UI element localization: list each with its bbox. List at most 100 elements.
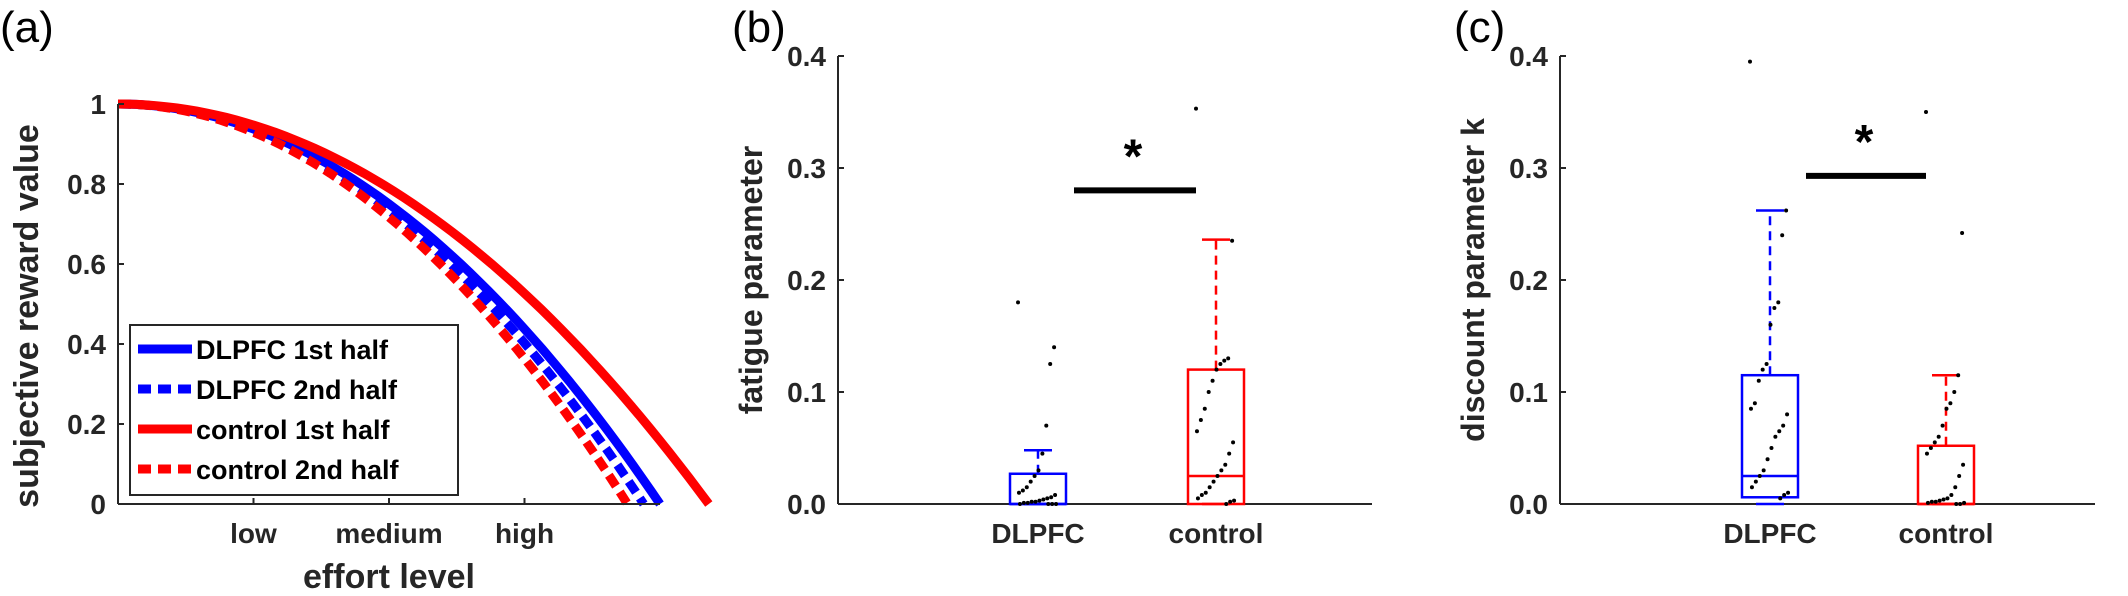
data-point [1760,367,1765,372]
y-tick-label: 0.6 [67,249,106,280]
data-point [1020,488,1025,493]
data-point [1956,373,1961,378]
x-tick-label: DLPFC [991,518,1084,549]
data-point [1021,500,1026,505]
series-line [117,99,632,507]
y-tick-label: 0.0 [787,489,826,520]
data-point [1194,429,1199,434]
data-point [1211,479,1216,484]
data-point [1954,502,1959,506]
data-point [1041,497,1046,502]
data-point [1050,502,1055,506]
data-point [1752,401,1757,406]
data-point [1781,423,1786,428]
data-point [1029,499,1034,504]
panel-label: (b) [732,3,786,52]
data-point [1232,498,1237,503]
data-point [1222,358,1227,363]
data-point [1054,502,1059,506]
data-point [1215,474,1220,478]
x-tick-label: control [1899,518,1994,549]
significance-star: * [1124,130,1143,183]
y-tick-label: 0.2 [1509,265,1548,296]
data-point [1949,493,1954,498]
legend-label: control 2nd half [196,455,400,485]
panel-b: (b) 0.0 0.1 0.2 0.3 0.4 fatigue parameter DLPFC… [732,3,1372,549]
data-point [1756,378,1761,383]
data-point [1016,490,1021,495]
data-point [1929,499,1934,504]
data-point [1773,434,1778,439]
y-tick-label: 0.4 [67,329,106,360]
y-tick-label: 0.1 [1509,377,1548,408]
data-point [1199,493,1204,498]
data-point [1203,490,1208,495]
data-point [1195,496,1200,501]
data-point [1769,446,1774,450]
data-point [1777,429,1782,434]
x-tick-label: medium [335,518,442,549]
data-point [1957,474,1962,478]
data-point [1782,493,1787,498]
data-point [1016,300,1020,305]
data-point [1764,362,1769,366]
data-point [1953,485,1958,490]
panel-c: (c) 0.0 0.1 0.2 0.3 0.4 discount parameter k DL… [1454,3,2095,549]
data-point [1037,498,1042,503]
data-point [1040,451,1045,456]
data-point [1032,474,1037,478]
data-point [1932,440,1937,445]
data-point [1223,462,1228,467]
data-point [1944,406,1949,411]
x-tick-label: high [495,518,554,549]
y-tick-label: 0.0 [1509,489,1548,520]
data-point [1206,390,1211,394]
panel-label: (a) [0,3,54,52]
y-axis-label: fatigue parameter [733,146,769,415]
data-point [1749,485,1754,490]
data-point [1194,106,1198,111]
data-point [1941,497,1946,502]
data-point [1962,500,1967,505]
y-tick-label: 0.3 [787,153,826,184]
data-point [1928,446,1933,450]
data-point [1053,493,1058,498]
data-point [1945,496,1950,501]
data-point [1224,502,1229,506]
data-point [1785,412,1790,417]
data-point [1198,418,1203,422]
data-point [1924,110,1928,114]
significance-star: * [1855,116,1874,169]
box [1740,373,1800,499]
y-tick-label: 0.4 [1509,41,1548,72]
data-point [1218,362,1223,366]
data-point [1048,362,1053,366]
data-point [1937,498,1942,503]
box [1186,368,1246,506]
panel-a: (a) 0 0.2 0.4 0.6 0.8 1 low medium high effort lev… [0,3,713,596]
data-point [1207,485,1212,490]
y-tick-label: 0.8 [67,169,106,200]
data-point [1761,468,1766,473]
data-point [1780,233,1785,238]
data-point [1226,356,1231,361]
y-tick-label: 1 [90,89,106,120]
data-point [1052,345,1057,350]
legend-label: DLPFC 2nd half [196,375,398,405]
data-point [1960,230,1965,235]
y-tick-label: 0.2 [67,409,106,440]
y-tick-label: 0.1 [787,377,826,408]
data-point [1219,468,1224,473]
x-tick-label: low [230,518,277,549]
data-point [1230,238,1235,243]
legend-label: control 1st half [196,415,391,445]
data-point [1948,401,1953,406]
data-point [1202,406,1207,411]
y-axis-label: discount parameter k [1455,118,1491,442]
data-point [1049,495,1054,500]
data-point [1776,300,1781,305]
data-point [1017,502,1022,506]
data-point [1786,490,1791,495]
panel-label: (c) [1454,3,1505,52]
data-point [1036,468,1041,473]
